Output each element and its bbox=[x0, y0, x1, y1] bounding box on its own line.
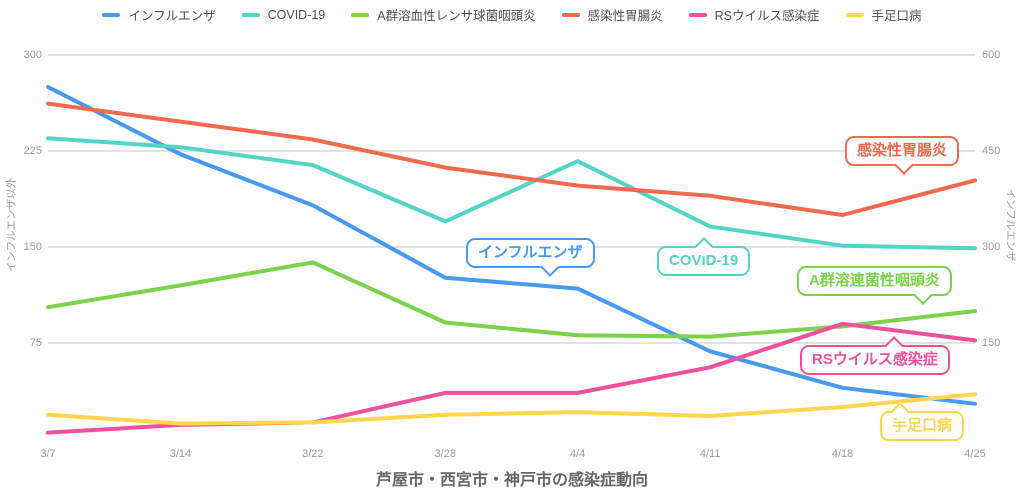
series-line-感染性胃腸炎 bbox=[46, 101, 977, 217]
x-axis-tick-label: 4/25 bbox=[964, 448, 986, 460]
legend-item-感染性胃腸炎[interactable]: 感染性胃腸炎 bbox=[561, 5, 663, 24]
legend-swatch-icon bbox=[561, 12, 580, 17]
left-axis-tick-label: 75 bbox=[29, 337, 42, 349]
legend-swatch-icon bbox=[688, 12, 707, 17]
legend-label: RSウイルス感染症 bbox=[714, 9, 820, 23]
x-axis-tick-label: 3/14 bbox=[169, 448, 192, 460]
legend-label: インフルエンザ bbox=[128, 9, 216, 23]
legend-item-RSウイルス感染症[interactable]: RSウイルス感染症 bbox=[688, 5, 820, 24]
series-line-COVID-19 bbox=[46, 136, 977, 251]
right-axis-tick-label: 150 bbox=[982, 337, 1001, 349]
legend-label: COVID-19 bbox=[267, 7, 326, 22]
legend-item-インフルエンザ[interactable]: インフルエンザ bbox=[102, 5, 216, 24]
x-axis-tick-label: 3/7 bbox=[40, 448, 56, 460]
chart-legend: インフルエンザ COVID-19 A群溶血性レンサ球菌咽頭炎 感染性胃腸炎 RSウイルス… bbox=[0, 5, 1024, 24]
annotation-bubble: COVID-19 bbox=[657, 237, 751, 277]
series-line-RSウイルス感染症 bbox=[46, 321, 977, 435]
left-axis-tick-label: 150 bbox=[23, 241, 42, 253]
right-axis-tick-label: 450 bbox=[982, 145, 1001, 157]
annotation-bubble: RSウイルス感染症 bbox=[800, 336, 950, 376]
x-axis-tick-label: 4/4 bbox=[570, 448, 586, 460]
x-axis-tick-label: 4/18 bbox=[831, 448, 854, 460]
series-line-A群溶血性レンサ球菌咽頭炎 bbox=[46, 260, 977, 339]
left-axis-tick-label: 225 bbox=[23, 145, 42, 157]
right-axis-title: インフルエンザ bbox=[1004, 188, 1017, 262]
annotation-bubble: 手足口病 bbox=[880, 402, 965, 442]
annotation-bubble: インフルエンザ bbox=[466, 238, 595, 278]
left-axis-title: インフルエンザ以外 bbox=[5, 177, 18, 273]
right-axis-tick-label: 300 bbox=[982, 241, 1001, 253]
annotation-bubble: 感染性胃腸炎 bbox=[845, 136, 960, 176]
legend-label: A群溶血性レンサ球菌咽頭炎 bbox=[377, 9, 536, 23]
legend-swatch-icon bbox=[241, 12, 260, 17]
x-axis-tick-label: 3/22 bbox=[302, 448, 324, 460]
legend-swatch-icon bbox=[102, 12, 121, 17]
legend-label: 手足口病 bbox=[871, 9, 922, 23]
left-axis-tick-label: 300 bbox=[23, 49, 42, 61]
annotation-bubble: A群溶連菌性咽頭炎 bbox=[797, 266, 952, 306]
legend-item-A群溶血性レンサ球菌咽頭炎[interactable]: A群溶血性レンサ球菌咽頭炎 bbox=[351, 5, 536, 24]
legend-item-COVID-19[interactable]: COVID-19 bbox=[241, 7, 326, 22]
x-axis-tick-label: 3/28 bbox=[434, 448, 456, 460]
legend-swatch-icon bbox=[845, 12, 864, 17]
series-line-インフルエンザ bbox=[46, 85, 977, 406]
chart-title: 芦屋市・西宮市・神戸市の感染症動向 bbox=[375, 472, 648, 489]
legend-label: 感染性胃腸炎 bbox=[587, 9, 663, 23]
x-axis-tick-label: 4/11 bbox=[699, 448, 721, 460]
legend-swatch-icon bbox=[351, 12, 370, 17]
series-line-手足口病 bbox=[46, 392, 977, 426]
right-axis-tick-label: 600 bbox=[982, 49, 1001, 61]
legend-item-手足口病[interactable]: 手足口病 bbox=[845, 5, 922, 24]
